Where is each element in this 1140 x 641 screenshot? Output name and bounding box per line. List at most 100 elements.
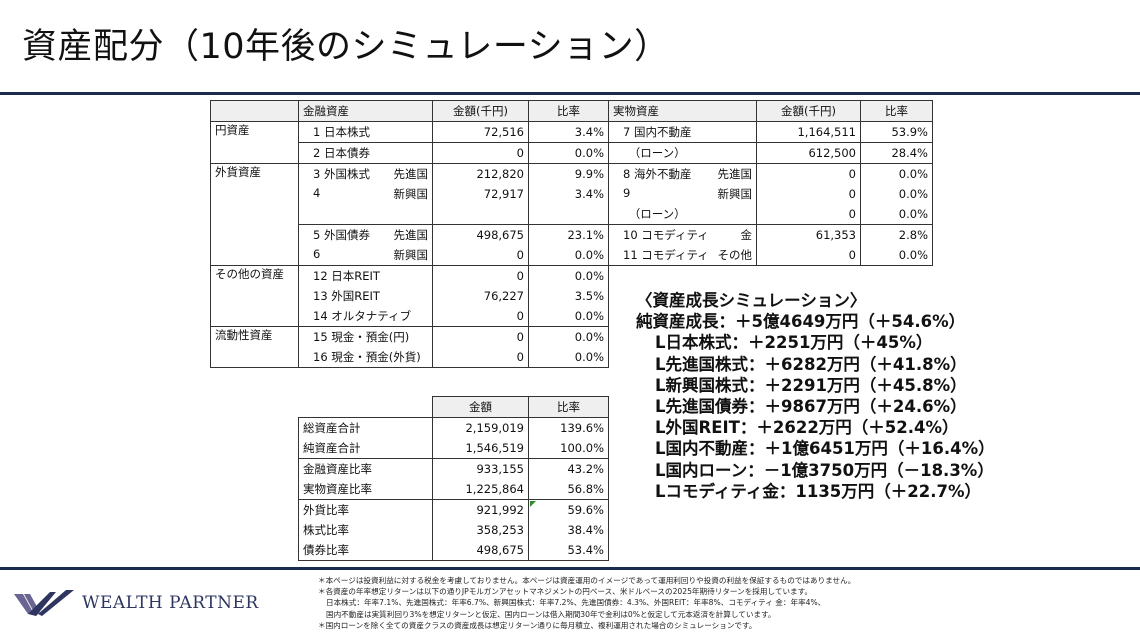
asset-name: 3 外国株式 — [313, 167, 370, 181]
table-row: 株式比率 358,253 38.4% — [298, 520, 609, 540]
summary-table: 金額 比率 総資産合計 2,159,019 139.6% 純資産合計 1,546,519 10… — [298, 396, 609, 561]
amount-cell: 0 — [756, 204, 861, 225]
table-row: 総資産合計 2,159,019 139.6% — [298, 417, 609, 438]
summary-label: 純資産合計 — [298, 438, 433, 459]
table-row: （ローン） 612,500 28.4% — [608, 142, 933, 164]
column-header: 比率 — [860, 100, 933, 122]
table-row: 9 新興国 0 0.0% — [608, 184, 933, 204]
amount-cell: 498,675 — [432, 224, 529, 245]
ratio-cell: 3.5% — [528, 286, 609, 306]
ratio-cell: 38.4% — [528, 520, 609, 540]
column-header: 実物資産 — [608, 100, 757, 122]
asset-region: 先進国 — [393, 228, 429, 242]
asset-region: その他 — [717, 248, 753, 262]
ratio-cell: 0.0% — [528, 306, 609, 327]
amount-cell: 61,353 — [756, 224, 861, 245]
asset-name: 11 コモディティ — [623, 248, 709, 262]
summary-label: 実物資産比率 — [298, 479, 433, 500]
table-row: 8 海外不動産 先進国 0 0.0% — [608, 163, 933, 184]
ratio-cell: 9.9% — [528, 163, 609, 184]
asset-name: 8 海外不動産 — [623, 167, 692, 181]
ratio-cell: 0.0% — [528, 245, 609, 266]
table-row: その他の資産 12 日本REIT 0 0.0% — [210, 265, 609, 327]
asset-name: （ローン） — [623, 146, 686, 160]
table-header-row: 金額 比率 — [298, 396, 609, 418]
table-row: 10 コモディティ 金 61,353 2.8% — [608, 224, 933, 245]
ratio-cell: 0.0% — [528, 347, 609, 368]
table-row: 実物資産比率 1,225,864 56.8% — [298, 479, 609, 500]
amount-cell: 0 — [756, 163, 861, 184]
column-header: 比率 — [528, 100, 609, 122]
footnote-line: ＊各資産の年率想定リターンは以下の通りJPモルガンアセットマネジメントの円ベース… — [318, 587, 813, 597]
ratio-cell: 0.0% — [860, 204, 933, 225]
ratio-cell: 100.0% — [528, 438, 609, 459]
amount-cell: 612,500 — [756, 142, 861, 164]
amount-cell: 76,227 — [432, 286, 529, 306]
asset-region: 金 — [740, 228, 753, 242]
amount-cell: 1,546,519 — [432, 438, 529, 459]
asset-name: 10 コモディティ — [623, 228, 709, 242]
ratio-cell: 0.0% — [860, 184, 933, 204]
amount-cell: 1,225,864 — [432, 479, 529, 500]
asset-name-cell: 10 コモディティ 金 — [608, 224, 757, 245]
summary-label: 総資産合計 — [298, 417, 433, 438]
asset-name: 6 — [313, 247, 321, 261]
asset-name-cell: 3 外国株式 先進国 — [298, 163, 433, 184]
table-row: 11 コモディティ その他 0 0.0% — [608, 245, 933, 266]
asset-region: 新興国 — [717, 187, 753, 201]
column-header: 比率 — [528, 396, 609, 418]
growth-simulation: 〈資産成長シミュレーション〉 純資産成長：＋5億4649万円（＋54.6%） L… — [636, 290, 995, 502]
column-header: 金額(千円) — [432, 100, 529, 122]
amount-cell: 0 — [756, 184, 861, 204]
asset-name-cell — [298, 204, 433, 225]
table-row: （ローン） 0 0.0% — [608, 204, 933, 225]
simulation-item: L先進国株式：＋6282万円（＋41.8%） — [655, 354, 967, 374]
ratio-cell: 53.9% — [860, 121, 933, 143]
amount-cell: 2,159,019 — [432, 417, 529, 438]
simulation-item: Lコモディティ金：1135万円（＋22.7%） — [655, 481, 982, 501]
summary-label: 債券比率 — [298, 540, 433, 561]
asset-category: 流動性資産 — [210, 326, 299, 368]
asset-name-cell: （ローン） — [608, 204, 757, 225]
asset-name-cell: 1 日本株式 — [298, 121, 433, 143]
asset-region: 新興国 — [393, 187, 429, 201]
wealth-partner-logo: WEALTH PARTNER — [14, 588, 259, 618]
asset-name-cell: 15 現金・預金(円) — [298, 326, 433, 347]
column-header: 金額(千円) — [756, 100, 861, 122]
column-header — [210, 100, 299, 122]
amount-cell: 212,820 — [432, 163, 529, 184]
asset-category: 外貨資産 — [210, 163, 299, 266]
table-row: 円資産 1 日本株式 72,516 3.4% — [210, 121, 609, 164]
asset-name-cell: 6 新興国 — [298, 245, 433, 266]
table-row: 4 新興国 72,917 3.4% — [211, 184, 609, 204]
amount-cell — [432, 204, 529, 225]
ratio-cell: 0.0% — [528, 265, 609, 286]
amount-cell: 0 — [432, 142, 529, 164]
asset-name: （ローン） — [623, 207, 686, 221]
table-header-row: 実物資産 金額(千円) 比率 — [608, 100, 933, 122]
amount-cell: 0 — [432, 245, 529, 266]
simulation-total: 純資産成長：＋5億4649万円（＋54.6%） — [636, 312, 966, 332]
amount-cell: 0 — [432, 326, 529, 347]
table-row: 7 国内不動産 1,164,511 53.9% — [608, 121, 933, 143]
asset-name-cell: 12 日本REIT — [298, 265, 433, 286]
ratio-cell: 56.8% — [528, 479, 609, 500]
asset-name-cell: 2 日本債券 — [298, 142, 433, 164]
asset-name-cell: 9 新興国 — [608, 184, 757, 204]
table-row: 14 オルタナティブ 0 0.0% — [211, 306, 609, 327]
simulation-heading: 〈資産成長シミュレーション〉 — [636, 291, 867, 310]
asset-name: 13 外国REIT — [313, 289, 380, 303]
simulation-item: L日本株式：＋2251万円（＋45%） — [655, 333, 933, 353]
simulation-item: L外国REIT：＋2622万円（＋52.4%） — [655, 418, 959, 438]
financial-assets-table: 金融資産 金額(千円) 比率 円資産 1 日本株式 72,516 3.4% 2 日本債券 0 0.… — [210, 100, 609, 368]
asset-name: 16 現金・預金(外貨) — [313, 350, 421, 364]
table-row: 外貨比率 921,992 59.6% — [298, 499, 609, 520]
amount-cell: 921,992 — [432, 499, 529, 520]
ratio-cell: 3.4% — [528, 121, 609, 143]
ratio-cell: 0.0% — [860, 163, 933, 184]
table-row: 6 新興国 0 0.0% — [211, 245, 609, 266]
ratio-cell: 2.8% — [860, 224, 933, 245]
wealth-partner-logo-icon — [14, 590, 74, 616]
asset-name: 5 外国債券 — [313, 228, 370, 242]
ratio-cell: 0.0% — [528, 142, 609, 164]
